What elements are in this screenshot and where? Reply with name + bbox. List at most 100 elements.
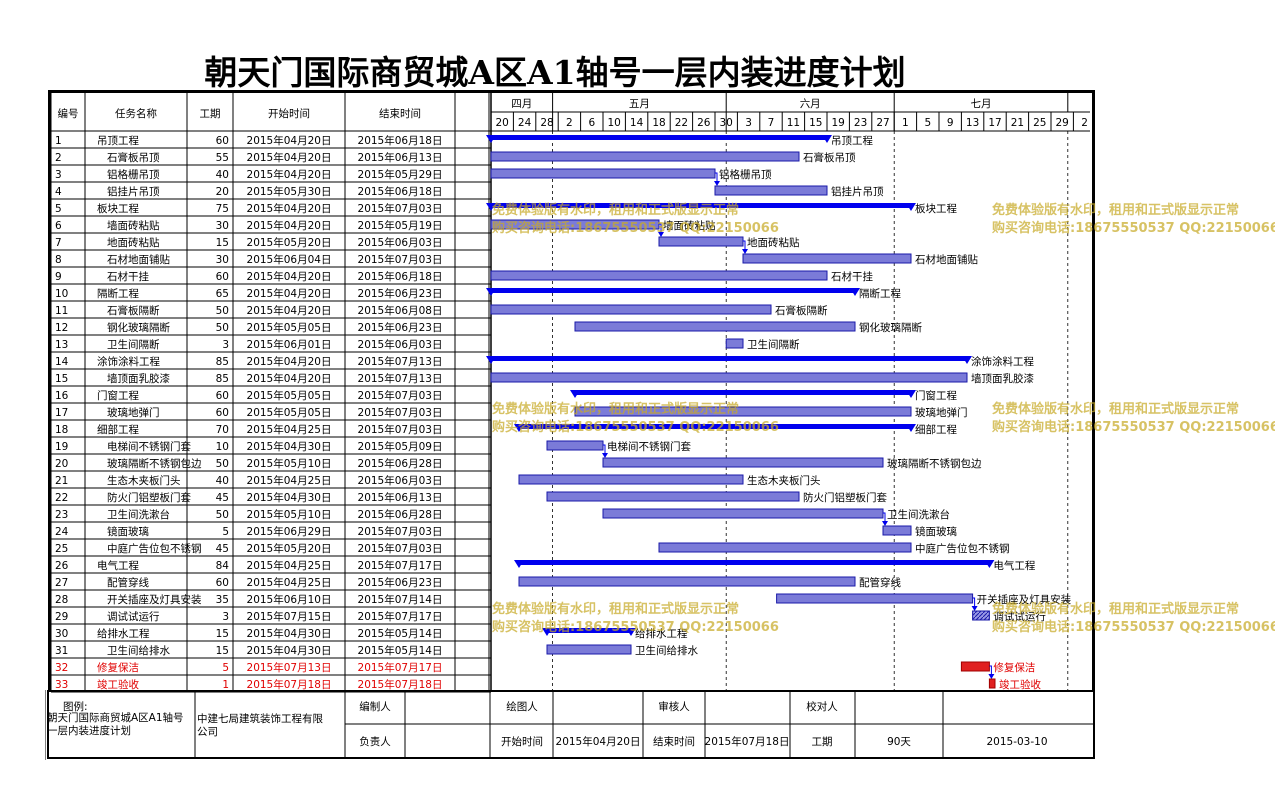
task-row[interactable]: 28 开关插座及灯具安装 35 2015年06月10日 2015年07月14日 开关插座及… <box>55 593 1072 611</box>
task-row[interactable]: 29 调试试运行 3 2015年07月15日 2015年07月17日 调试试运行 <box>55 610 1046 623</box>
task-bar[interactable] <box>988 678 996 689</box>
footer-period-label: 工期 <box>812 736 833 748</box>
task-name: 生态木夹板门头 <box>107 474 181 487</box>
task-row[interactable]: 4 铝挂片吊顶 20 2015年05月30日 2015年06月18日 铝挂片吊顶 <box>55 185 884 198</box>
task-row[interactable]: 1 吊顶工程 60 2015年04月20日 2015年06月18日 吊顶工程 <box>55 134 873 147</box>
summary-bar[interactable] <box>491 135 827 140</box>
dependency-link <box>715 172 718 183</box>
task-bar[interactable] <box>490 151 800 162</box>
task-duration: 40 <box>216 475 229 487</box>
task-row[interactable]: 12 钢化玻璃隔断 50 2015年05月05日 2015年06月23日 钢化玻璃隔断 <box>55 321 922 334</box>
task-bar[interactable] <box>972 610 990 621</box>
task-row[interactable]: 20 玻璃隔断不锈钢包边 50 2015年05月10日 2015年06月28日 玻璃隔断不… <box>55 457 982 470</box>
checker-label: 校对人 <box>806 700 838 713</box>
task-bar[interactable] <box>518 576 856 587</box>
task-bar[interactable] <box>658 542 912 553</box>
task-row[interactable]: 33 竣工验收 1 2015年07月18日 2015年07月18日 竣工验收 <box>55 678 1041 691</box>
task-name: 地面砖粘贴 <box>107 236 160 249</box>
bar-label: 石膏板吊顶 <box>803 151 856 164</box>
task-bar[interactable] <box>602 508 884 519</box>
task-duration: 5 <box>222 526 229 538</box>
task-row[interactable]: 6 墙面砖粘贴 30 2015年04月20日 2015年05月19日 墙面砖粘贴 <box>55 219 716 237</box>
task-bar[interactable] <box>518 474 744 485</box>
task-bar[interactable] <box>725 338 744 349</box>
bar-label: 门窗工程 <box>915 389 957 402</box>
task-row[interactable]: 18 细部工程 70 2015年04月25日 2015年07月03日 细部工程 <box>55 423 957 436</box>
summary-bar[interactable] <box>575 390 911 395</box>
task-bar[interactable] <box>658 236 744 247</box>
task-bar[interactable] <box>960 661 990 672</box>
task-end: 2015年06月23日 <box>358 287 443 300</box>
summary-bar[interactable] <box>491 356 967 361</box>
task-row[interactable]: 17 玻璃地弹门 60 2015年05月05日 2015年07月03日 玻璃地弹门 <box>55 406 968 419</box>
summary-bar[interactable] <box>491 288 855 293</box>
task-end: 2015年07月03日 <box>358 389 443 402</box>
task-row[interactable]: 9 石材干挂 60 2015年04月20日 2015年06月18日 石材干挂 <box>55 270 873 283</box>
task-no: 6 <box>55 220 62 232</box>
task-bar[interactable] <box>490 372 968 383</box>
task-duration: 30 <box>216 220 229 232</box>
task-end: 2015年07月03日 <box>358 406 443 419</box>
task-end: 2015年07月03日 <box>358 202 443 215</box>
dependency-arrow <box>602 453 608 458</box>
task-name: 镜面玻璃 <box>107 525 149 538</box>
task-row[interactable]: 8 石材地面铺贴 30 2015年06月04日 2015年07月03日 石材地面铺贴 <box>55 253 978 266</box>
task-row[interactable]: 32 修复保洁 5 2015年07月13日 2015年07月17日 修复保洁 <box>55 661 1035 679</box>
task-start: 2015年05月30日 <box>247 185 332 198</box>
task-duration: 65 <box>216 288 229 300</box>
summary-bar[interactable] <box>547 628 631 633</box>
author-label: 编制人 <box>359 700 391 713</box>
task-row[interactable]: 13 卫生间隔断 3 2015年06月01日 2015年06月03日 卫生间隔断 <box>55 338 800 351</box>
day-tick-label: 11 <box>787 117 800 129</box>
task-bar[interactable] <box>490 168 716 179</box>
task-end: 2015年06月18日 <box>358 185 443 198</box>
task-row[interactable]: 27 配管穿线 60 2015年04月25日 2015年06月23日 配管穿线 <box>55 576 901 589</box>
task-row[interactable]: 5 板块工程 75 2015年04月20日 2015年07月03日 板块工程 <box>55 202 957 215</box>
task-bar[interactable] <box>574 321 856 332</box>
summary-bar[interactable] <box>519 560 990 565</box>
task-duration: 84 <box>216 560 230 572</box>
task-bar[interactable] <box>776 593 974 604</box>
task-row[interactable]: 11 石膏板隔断 50 2015年04月20日 2015年06月08日 石膏板隔断 <box>55 304 828 317</box>
task-row[interactable]: 10 隔断工程 65 2015年04月20日 2015年06月23日 隔断工程 <box>55 287 901 300</box>
task-end: 2015年07月17日 <box>358 661 443 674</box>
task-bar[interactable] <box>546 491 800 502</box>
task-row[interactable]: 3 铝格栅吊顶 40 2015年04月20日 2015年05月29日 铝格栅吊顶 <box>55 168 772 186</box>
task-row[interactable]: 23 卫生间洗漱台 50 2015年05月10日 2015年06月28日 卫生间洗漱台 <box>55 508 950 526</box>
task-bar[interactable] <box>490 270 828 281</box>
task-bar[interactable] <box>574 406 912 417</box>
summary-bar-start-marker <box>542 628 552 636</box>
task-end: 2015年07月17日 <box>358 559 443 572</box>
task-row[interactable]: 25 中庭广告位包不锈钢 45 2015年05月20日 2015年07月03日 中庭广告位… <box>55 542 1010 555</box>
task-no: 31 <box>55 645 68 657</box>
task-end: 2015年06月28日 <box>358 508 443 521</box>
task-row[interactable]: 19 电梯间不锈钢门套 10 2015年04月30日 2015年05月09日 电梯间不锈钢… <box>55 440 691 458</box>
dependency-arrow <box>658 232 664 237</box>
task-bar[interactable] <box>882 525 912 536</box>
task-duration: 50 <box>216 322 229 334</box>
task-row[interactable]: 31 卫生间给排水 15 2015年04月30日 2015年05月14日 卫生间给排水 <box>55 644 698 657</box>
task-row[interactable]: 14 涂饰涂料工程 85 2015年04月20日 2015年07月13日 涂饰涂料工程 <box>55 355 1034 368</box>
task-bar[interactable] <box>602 457 884 468</box>
task-bar[interactable] <box>490 219 660 230</box>
task-row[interactable]: 2 石膏板吊顶 55 2015年04月20日 2015年06月13日 石膏板吊顶 <box>55 151 856 164</box>
task-bar[interactable] <box>490 304 772 315</box>
task-row[interactable]: 21 生态木夹板门头 40 2015年04月25日 2015年06月03日 生态木夹板门头 <box>55 474 821 487</box>
task-row[interactable]: 16 门窗工程 60 2015年05月05日 2015年07月03日 门窗工程 <box>55 389 957 402</box>
day-tick-label: 7 <box>768 117 775 129</box>
task-bar[interactable] <box>714 185 828 196</box>
task-row[interactable]: 15 墙顶面乳胶漆 85 2015年04月20日 2015年07月13日 墙顶面乳胶漆 <box>55 372 1034 385</box>
task-row[interactable]: 30 给排水工程 15 2015年04月30日 2015年05月14日 给排水工程 <box>55 627 688 640</box>
task-name: 墙面砖粘贴 <box>107 219 160 232</box>
summary-bar[interactable] <box>491 203 911 208</box>
task-bar[interactable] <box>546 440 604 451</box>
task-row[interactable]: 22 防火门铝塑板门套 45 2015年04月30日 2015年06月13日 防火门铝塑板… <box>55 491 887 504</box>
task-row[interactable]: 26 电气工程 84 2015年04月25日 2015年07月17日 电气工程 <box>55 559 1036 572</box>
summary-bar[interactable] <box>519 424 911 429</box>
task-bar[interactable] <box>742 253 912 264</box>
task-row[interactable]: 7 地面砖粘贴 15 2015年05月20日 2015年06月03日 地面砖粘贴 <box>55 236 800 254</box>
dependency-arrow <box>988 674 995 679</box>
task-bar[interactable] <box>546 644 632 655</box>
task-row[interactable]: 24 镜面玻璃 5 2015年06月29日 2015年07月03日 镜面玻璃 <box>55 525 957 538</box>
